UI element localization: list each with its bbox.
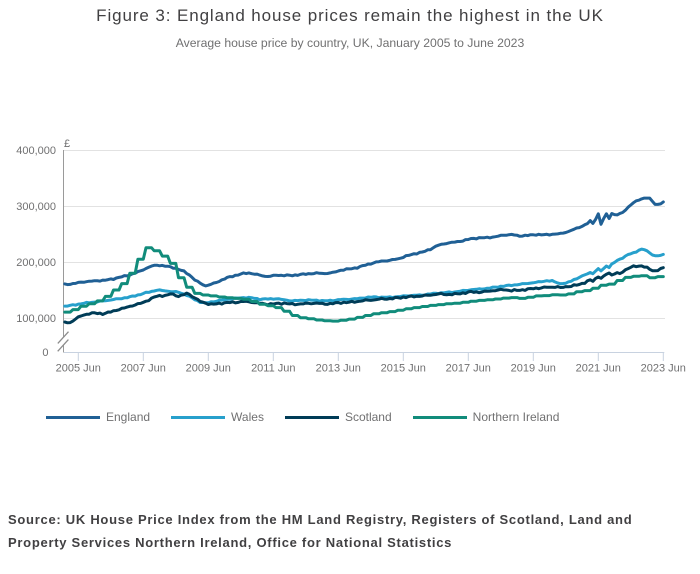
svg-text:2011 Jun: 2011 Jun	[251, 363, 295, 375]
svg-text:2005 Jun: 2005 Jun	[56, 363, 101, 375]
svg-text:2021 Jun: 2021 Jun	[576, 363, 621, 375]
svg-text:400,000: 400,000	[16, 145, 56, 157]
svg-text:2007 Jun: 2007 Jun	[121, 363, 166, 375]
svg-text:2013 Jun: 2013 Jun	[316, 363, 361, 375]
svg-text:2019 Jun: 2019 Jun	[511, 363, 556, 375]
svg-text:2015 Jun: 2015 Jun	[381, 363, 426, 375]
svg-text:100,000: 100,000	[16, 313, 56, 325]
svg-text:300,000: 300,000	[16, 201, 56, 213]
svg-text:2009 Jun: 2009 Jun	[186, 363, 231, 375]
svg-text:200,000: 200,000	[16, 257, 56, 269]
svg-text:£: £	[64, 138, 70, 150]
svg-text:0: 0	[42, 347, 48, 359]
svg-text:2023 Jun: 2023 Jun	[641, 363, 686, 375]
svg-text:2017 Jun: 2017 Jun	[446, 363, 491, 375]
